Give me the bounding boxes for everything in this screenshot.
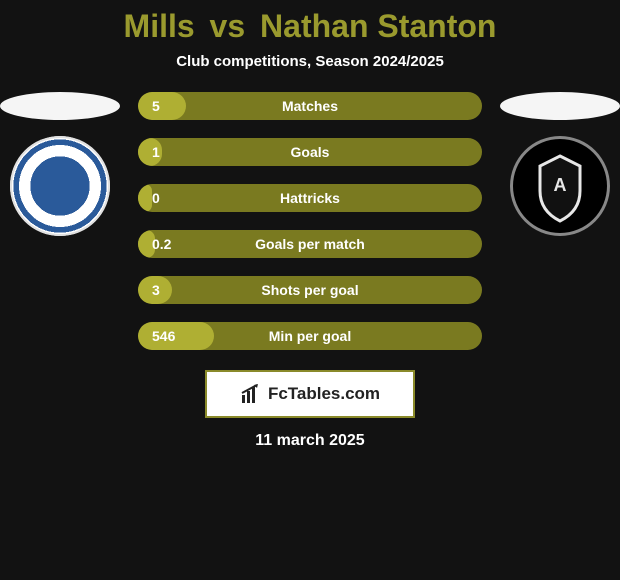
stat-bars: 5Matches 1Goals 0Hattricks 0.2Goals per mat… [138,92,482,350]
stat-bar-label: Shots per goal [138,282,482,298]
title-player2: Nathan Stanton [260,8,496,44]
brand-chart-icon [240,383,262,405]
stat-bar-row: 1Goals [138,138,482,166]
right-club-crest-icon: A [510,136,610,236]
right-side: A [500,92,620,236]
stat-bar-label: Min per goal [138,328,482,344]
stat-bar-row: 3Shots per goal [138,276,482,304]
brand-text: FcTables.com [268,384,380,404]
stat-bar-label: Goals per match [138,236,482,252]
svg-text:A: A [554,175,567,195]
stat-bar-row: 0Hattricks [138,184,482,212]
subtitle: Club competitions, Season 2024/2025 [176,53,444,70]
left-side [0,92,120,236]
stat-bar-label: Hattricks [138,190,482,206]
left-flag-icon [0,92,120,120]
stat-bar-row: 5Matches [138,92,482,120]
right-flag-icon [500,92,620,120]
date-text: 11 march 2025 [255,432,364,450]
stat-bar-label: Matches [138,98,482,114]
page-title: Mills vs Nathan Stanton [124,8,497,45]
stat-bar-row: 546Min per goal [138,322,482,350]
left-club-crest-icon [10,136,110,236]
brand-badge: FcTables.com [205,370,415,418]
main-row: 5Matches 1Goals 0Hattricks 0.2Goals per mat… [0,92,620,350]
stat-bar-row: 0.2Goals per match [138,230,482,258]
infographic-container: Mills vs Nathan Stanton Club competition… [0,0,620,450]
title-vs: vs [210,8,246,44]
stat-bar-label: Goals [138,144,482,160]
title-player1: Mills [124,8,195,44]
